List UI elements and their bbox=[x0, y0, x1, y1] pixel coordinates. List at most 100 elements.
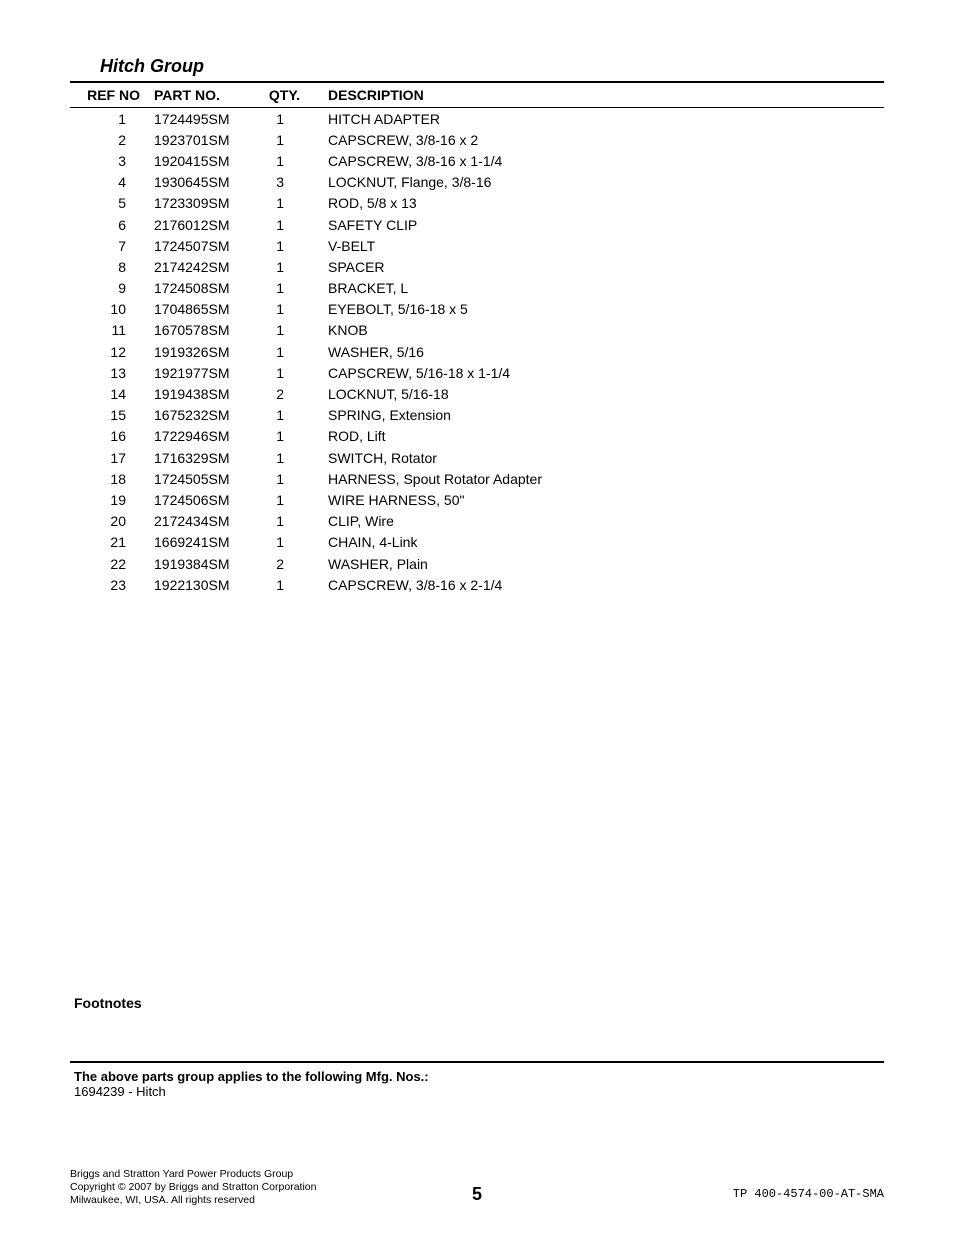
table-row: 161722946SM1ROD, Lift bbox=[70, 426, 884, 447]
cell-qty: 1 bbox=[250, 532, 310, 553]
cell-desc: SAFETY CLIP bbox=[310, 214, 884, 235]
table-row: 21923701SM1CAPSCREW, 3/8-16 x 2 bbox=[70, 129, 884, 150]
cell-part: 1919326SM bbox=[154, 341, 250, 362]
cell-desc: EYEBOLT, 5/16-18 x 5 bbox=[310, 299, 884, 320]
table-row: 141919438SM2LOCKNUT, 5/16-18 bbox=[70, 383, 884, 404]
cell-qty: 1 bbox=[250, 235, 310, 256]
cell-qty: 2 bbox=[250, 383, 310, 404]
col-desc: DESCRIPTION bbox=[310, 83, 884, 108]
cell-part: 1722946SM bbox=[154, 426, 250, 447]
cell-part: 1724508SM bbox=[154, 278, 250, 299]
cell-ref: 4 bbox=[70, 172, 154, 193]
table-row: 202172434SM1CLIP, Wire bbox=[70, 511, 884, 532]
cell-part: 2174242SM bbox=[154, 256, 250, 277]
footer-line1: Briggs and Stratton Yard Power Products … bbox=[70, 1168, 316, 1181]
table-row: 171716329SM1SWITCH, Rotator bbox=[70, 447, 884, 468]
cell-qty: 3 bbox=[250, 172, 310, 193]
cell-ref: 23 bbox=[70, 574, 154, 595]
cell-ref: 1 bbox=[70, 108, 154, 130]
cell-qty: 2 bbox=[250, 553, 310, 574]
cell-part: 1724507SM bbox=[154, 235, 250, 256]
table-row: 191724506SM1WIRE HARNESS, 50" bbox=[70, 489, 884, 510]
cell-desc: CHAIN, 4-Link bbox=[310, 532, 884, 553]
cell-part: 2172434SM bbox=[154, 511, 250, 532]
cell-qty: 1 bbox=[250, 574, 310, 595]
cell-part: 1724495SM bbox=[154, 108, 250, 130]
cell-ref: 6 bbox=[70, 214, 154, 235]
applies-title: The above parts group applies to the fol… bbox=[74, 1069, 884, 1084]
cell-part: 2176012SM bbox=[154, 214, 250, 235]
table-row: 231922130SM1CAPSCREW, 3/8-16 x 2-1/4 bbox=[70, 574, 884, 595]
applies-item: 1694239 - Hitch bbox=[74, 1084, 884, 1099]
cell-ref: 16 bbox=[70, 426, 154, 447]
applies-block: The above parts group applies to the fol… bbox=[70, 1061, 884, 1099]
cell-ref: 7 bbox=[70, 235, 154, 256]
table-row: 41930645SM3LOCKNUT, Flange, 3/8-16 bbox=[70, 172, 884, 193]
cell-qty: 1 bbox=[250, 468, 310, 489]
col-qty: QTY. bbox=[250, 83, 310, 108]
cell-qty: 1 bbox=[250, 193, 310, 214]
table-row: 62176012SM1SAFETY CLIP bbox=[70, 214, 884, 235]
cell-qty: 1 bbox=[250, 426, 310, 447]
cell-desc: LOCKNUT, Flange, 3/8-16 bbox=[310, 172, 884, 193]
cell-part: 1923701SM bbox=[154, 129, 250, 150]
table-row: 211669241SM1CHAIN, 4-Link bbox=[70, 532, 884, 553]
cell-part: 1930645SM bbox=[154, 172, 250, 193]
cell-desc: ROD, 5/8 x 13 bbox=[310, 193, 884, 214]
table-row: 11724495SM1HITCH ADAPTER bbox=[70, 108, 884, 130]
cell-ref: 12 bbox=[70, 341, 154, 362]
cell-ref: 22 bbox=[70, 553, 154, 574]
cell-qty: 1 bbox=[250, 511, 310, 532]
cell-part: 1704865SM bbox=[154, 299, 250, 320]
cell-part: 1675232SM bbox=[154, 405, 250, 426]
cell-part: 1724506SM bbox=[154, 489, 250, 510]
cell-desc: WASHER, Plain bbox=[310, 553, 884, 574]
doc-id: TP 400-4574-00-AT-SMA bbox=[733, 1187, 884, 1201]
cell-part: 1724505SM bbox=[154, 468, 250, 489]
cell-qty: 1 bbox=[250, 320, 310, 341]
cell-desc: CAPSCREW, 3/8-16 x 2 bbox=[310, 129, 884, 150]
table-header-row: REF NO PART NO. QTY. DESCRIPTION bbox=[70, 83, 884, 108]
cell-desc: HARNESS, Spout Rotator Adapter bbox=[310, 468, 884, 489]
cell-desc: KNOB bbox=[310, 320, 884, 341]
table-row: 151675232SM1SPRING, Extension bbox=[70, 405, 884, 426]
cell-qty: 1 bbox=[250, 108, 310, 130]
cell-ref: 17 bbox=[70, 447, 154, 468]
cell-qty: 1 bbox=[250, 278, 310, 299]
table-row: 82174242SM1SPACER bbox=[70, 256, 884, 277]
parts-table: REF NO PART NO. QTY. DESCRIPTION 1172449… bbox=[70, 83, 884, 595]
cell-desc: WIRE HARNESS, 50" bbox=[310, 489, 884, 510]
cell-ref: 18 bbox=[70, 468, 154, 489]
cell-qty: 1 bbox=[250, 447, 310, 468]
cell-part: 1921977SM bbox=[154, 362, 250, 383]
cell-desc: CAPSCREW, 5/16-18 x 1-1/4 bbox=[310, 362, 884, 383]
cell-ref: 2 bbox=[70, 129, 154, 150]
cell-ref: 21 bbox=[70, 532, 154, 553]
cell-desc: HITCH ADAPTER bbox=[310, 108, 884, 130]
cell-part: 1670578SM bbox=[154, 320, 250, 341]
cell-part: 1669241SM bbox=[154, 532, 250, 553]
cell-ref: 11 bbox=[70, 320, 154, 341]
cell-desc: SPRING, Extension bbox=[310, 405, 884, 426]
cell-qty: 1 bbox=[250, 256, 310, 277]
table-row: 111670578SM1KNOB bbox=[70, 320, 884, 341]
cell-ref: 19 bbox=[70, 489, 154, 510]
cell-desc: CLIP, Wire bbox=[310, 511, 884, 532]
table-row: 131921977SM1CAPSCREW, 5/16-18 x 1-1/4 bbox=[70, 362, 884, 383]
cell-ref: 3 bbox=[70, 150, 154, 171]
footnotes-label: Footnotes bbox=[74, 995, 884, 1011]
cell-desc: BRACKET, L bbox=[310, 278, 884, 299]
cell-ref: 14 bbox=[70, 383, 154, 404]
cell-desc: CAPSCREW, 3/8-16 x 1-1/4 bbox=[310, 150, 884, 171]
cell-part: 1919438SM bbox=[154, 383, 250, 404]
cell-qty: 1 bbox=[250, 362, 310, 383]
table-row: 91724508SM1BRACKET, L bbox=[70, 278, 884, 299]
cell-desc: CAPSCREW, 3/8-16 x 2-1/4 bbox=[310, 574, 884, 595]
cell-desc: SPACER bbox=[310, 256, 884, 277]
col-part: PART NO. bbox=[154, 83, 250, 108]
table-row: 31920415SM1CAPSCREW, 3/8-16 x 1-1/4 bbox=[70, 150, 884, 171]
table-row: 121919326SM1WASHER, 5/16 bbox=[70, 341, 884, 362]
cell-ref: 15 bbox=[70, 405, 154, 426]
cell-qty: 1 bbox=[250, 214, 310, 235]
cell-ref: 10 bbox=[70, 299, 154, 320]
